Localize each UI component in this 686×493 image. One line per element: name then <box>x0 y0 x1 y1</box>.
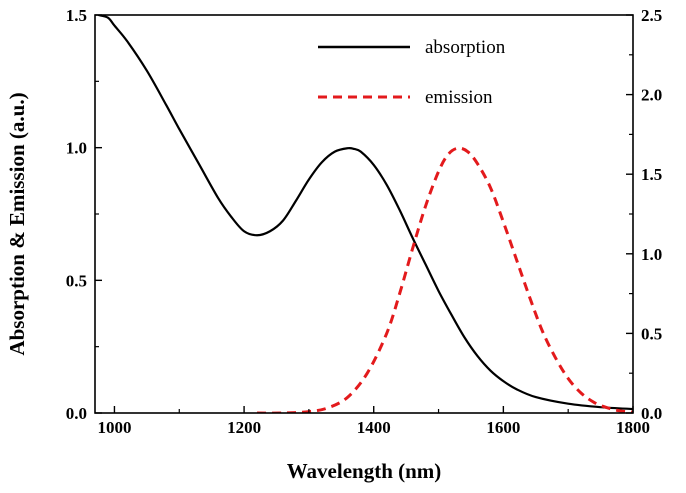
y-right-tick-label: 0.0 <box>641 404 662 423</box>
x-tick-label-1000: 1000 <box>97 418 131 437</box>
absorption-line <box>97 15 633 411</box>
legend-label-emission: emission <box>425 87 493 108</box>
y-right-tick-label: 0.5 <box>641 324 662 343</box>
plot-area <box>97 15 633 413</box>
x-tick-label-1400: 1400 <box>357 418 391 437</box>
y-right-tick-label: 2.0 <box>641 86 662 105</box>
y-axis-title-left: Absorption & Emission (a.u.) <box>5 92 29 355</box>
x-tick-label-1600: 1600 <box>486 418 520 437</box>
legend: absorption emission <box>318 37 506 108</box>
y-left-tick-label: 0.5 <box>66 271 87 290</box>
y-right-tick-label: 2.5 <box>641 6 662 25</box>
x-tick-label-1200: 1200 <box>227 418 261 437</box>
axes: 1000 1200 1400 1600 18000.00.51.01.50.00.51.… <box>66 6 663 437</box>
y-left-tick-label: 0.0 <box>66 404 87 423</box>
y-left-tick-label: 1.5 <box>66 6 87 25</box>
y-right-tick-label: 1.0 <box>641 245 662 264</box>
legend-label-absorption: absorption <box>425 37 506 58</box>
y-right-tick-label: 1.5 <box>641 165 662 184</box>
y-left-tick-label: 1.0 <box>66 139 87 158</box>
x-tick-label-1800: 1800 <box>616 418 650 437</box>
x-axis-title: Wavelength (nm) <box>287 459 442 483</box>
emission-line <box>257 146 633 413</box>
